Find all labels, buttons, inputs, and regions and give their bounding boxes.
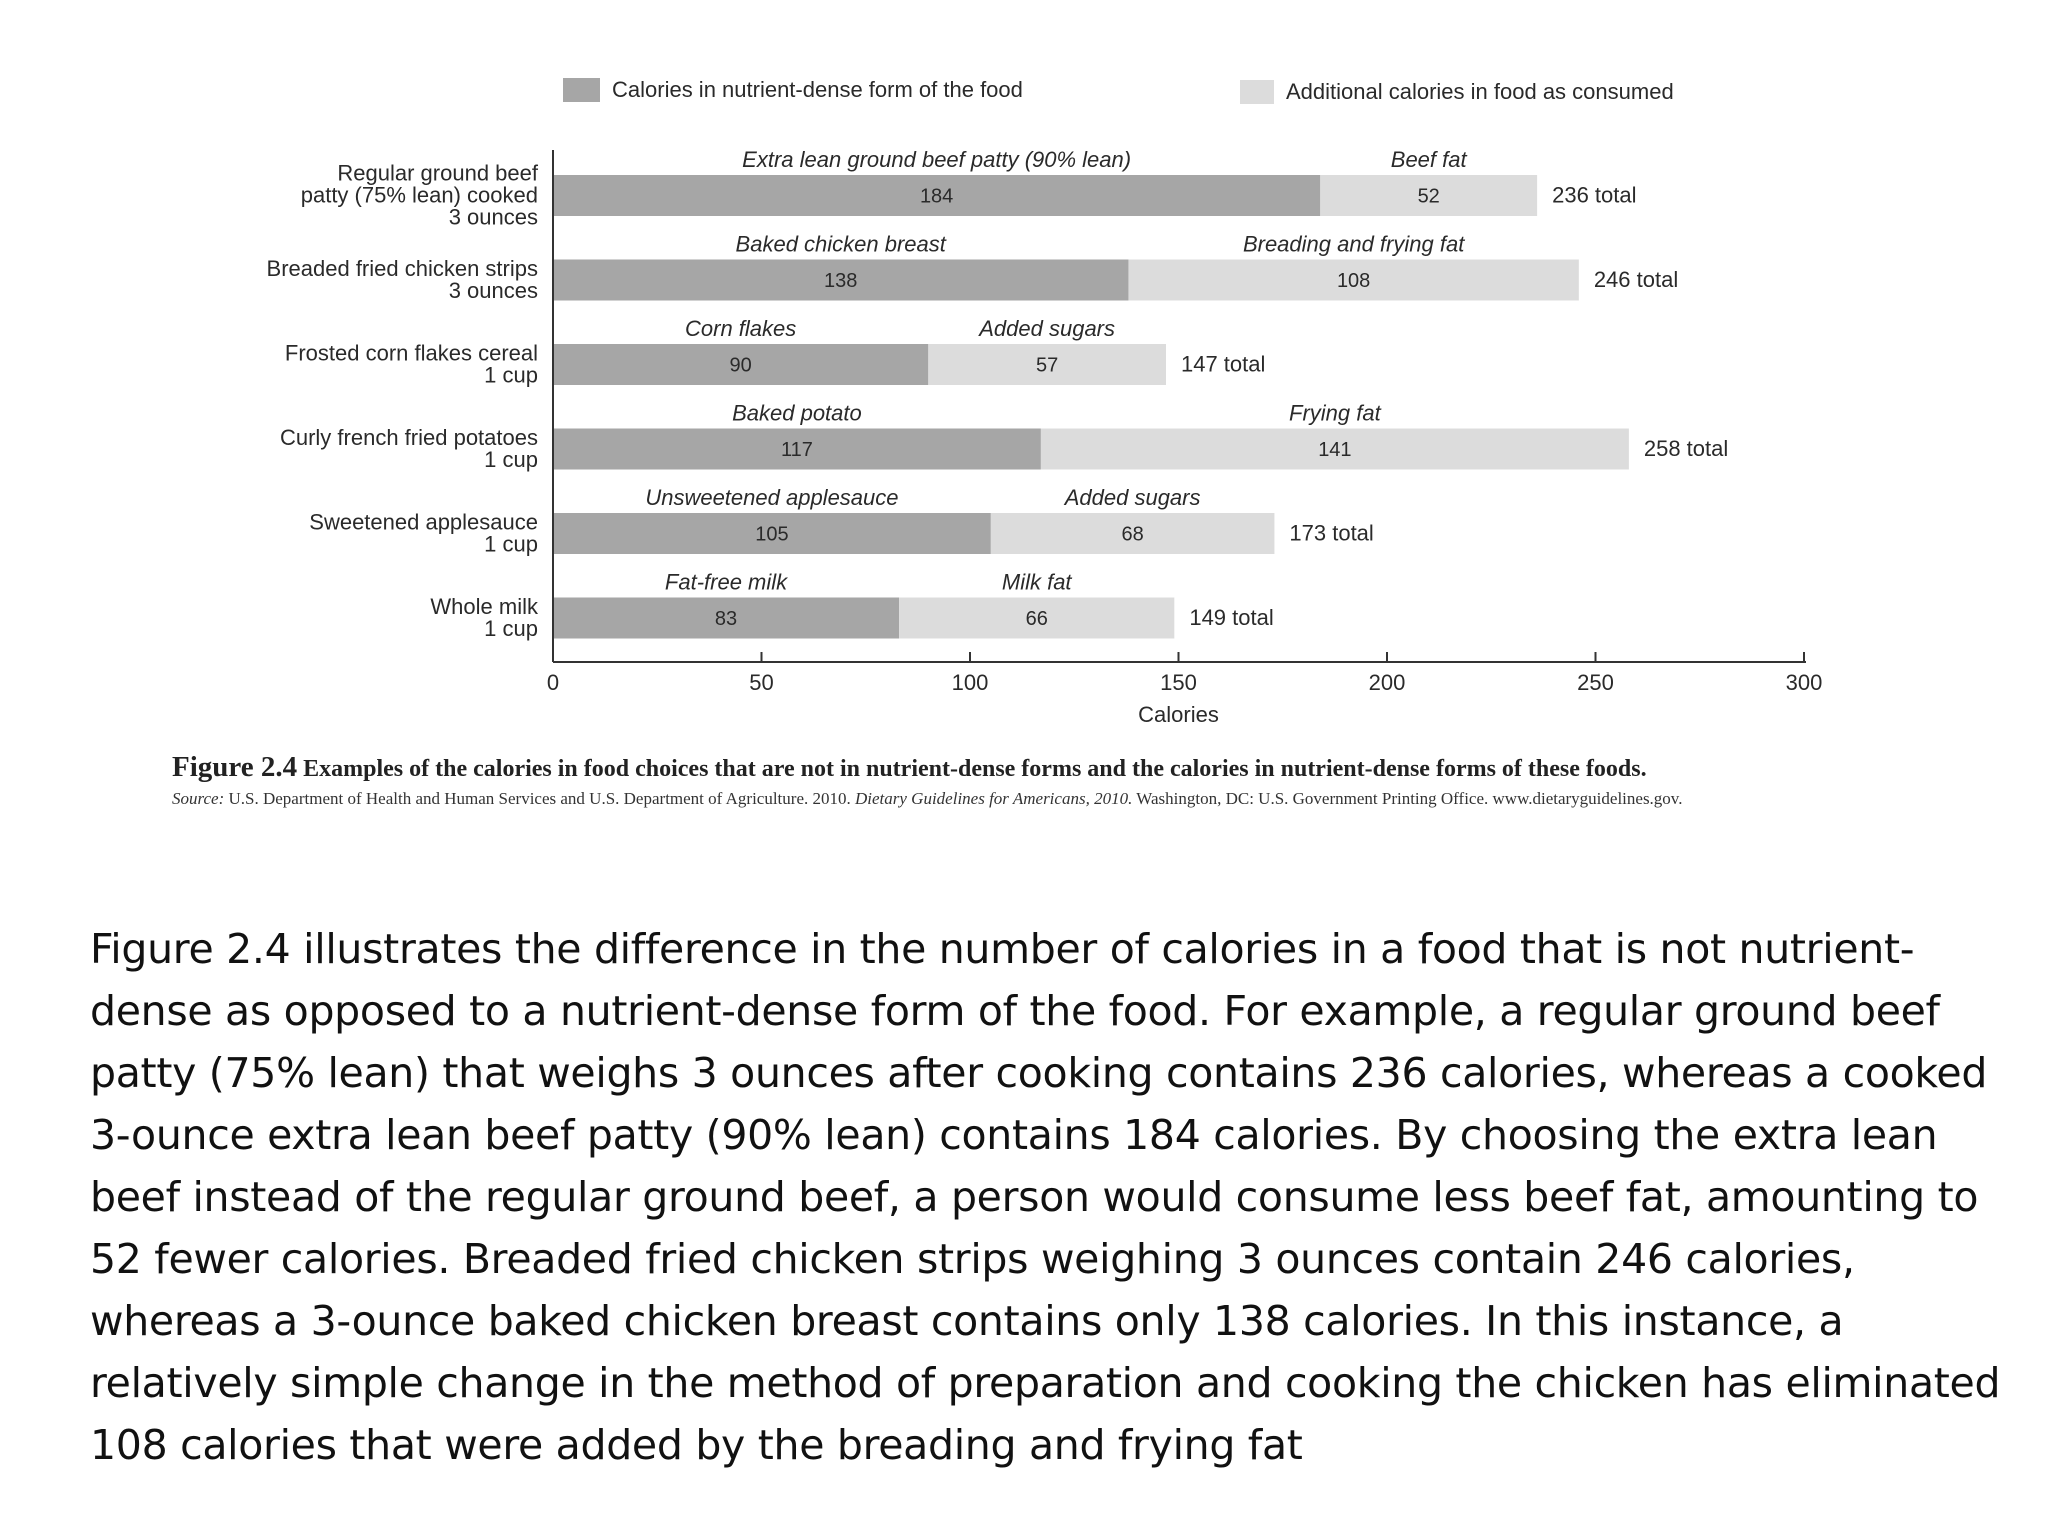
segment-name-label: Added sugars <box>1063 485 1201 510</box>
caption-source: Source: U.S. Department of Health and Hu… <box>172 788 1812 809</box>
legend-swatch-additional <box>1240 80 1274 104</box>
bar-value-label: 138 <box>824 270 857 292</box>
category-label: 3 ounces <box>449 205 538 230</box>
category-label: Regular ground beef <box>337 161 538 186</box>
bar-nutrient-dense <box>553 597 900 639</box>
x-tick-label: 50 <box>749 670 773 695</box>
segment-name-label: Unsweetened applesauce <box>645 485 898 510</box>
total-label: 147 total <box>1181 352 1265 377</box>
bar-value-label: 117 <box>781 439 813 461</box>
segment-name-label: Milk fat <box>1002 570 1073 595</box>
source-text-1: U.S. Department of Health and Human Serv… <box>228 789 851 808</box>
bar-additional <box>1040 428 1629 470</box>
category-label: Whole milk <box>430 594 539 619</box>
category-label: Breaded fried chicken strips <box>267 256 538 281</box>
bar-nutrient-dense <box>553 344 929 385</box>
body-paragraph: Figure 2.4 illustrates the difference in… <box>90 925 2001 1469</box>
total-label: 246 total <box>1594 267 1678 292</box>
bar-value-label: 105 <box>755 524 788 546</box>
segment-name-label: Corn flakes <box>685 316 796 341</box>
bar-value-label: 83 <box>715 608 737 630</box>
bar-value-label: 184 <box>920 186 953 208</box>
total-label: 236 total <box>1552 183 1636 208</box>
bar-additional <box>899 597 1175 639</box>
total-label: 173 total <box>1289 521 1373 546</box>
category-label: Sweetened applesauce <box>309 510 538 535</box>
bar-nutrient-dense <box>553 428 1041 470</box>
bar-additional <box>1320 175 1538 216</box>
category-label: patty (75% lean) cooked <box>301 183 538 208</box>
bar-nutrient-dense <box>553 259 1129 301</box>
segment-name-label: Baked chicken breast <box>736 232 947 257</box>
bar-additional <box>1128 259 1579 301</box>
figure-number: Figure 2.4 <box>172 751 298 783</box>
bar-value-label: 141 <box>1318 439 1351 461</box>
x-tick-label: 150 <box>1160 670 1197 695</box>
stacked-bar-chart: Calories in nutrient-dense form of the f… <box>267 77 1823 727</box>
x-tick-label: 250 <box>1577 670 1614 695</box>
x-tick-label: 300 <box>1786 670 1823 695</box>
segment-name-label: Beef fat <box>1391 147 1468 172</box>
source-text-2: Washington, DC: U.S. Government Printing… <box>1136 789 1683 808</box>
category-label: Frosted corn flakes cereal <box>285 341 538 366</box>
segment-name-label: Breading and frying fat <box>1243 232 1465 257</box>
bar-value-label: 66 <box>1026 608 1048 630</box>
x-tick-label: 0 <box>547 670 559 695</box>
category-label: 1 cup <box>484 616 538 641</box>
bar-value-label: 68 <box>1122 524 1144 546</box>
category-label: 3 ounces <box>449 278 538 303</box>
bar-value-label: 57 <box>1036 355 1058 377</box>
category-label: Curly french fried potatoes <box>280 425 538 450</box>
bar-additional <box>928 344 1166 385</box>
caption-title: Examples of the calories in food choices… <box>303 756 1647 782</box>
segment-name-label: Fat-free milk <box>665 570 788 595</box>
category-label: 1 cup <box>484 447 538 472</box>
bar-additional <box>990 513 1275 554</box>
figure-caption: Figure 2.4 Examples of the calories in f… <box>172 752 1812 809</box>
segment-name-label: Added sugars <box>977 316 1115 341</box>
category-label: 1 cup <box>484 363 538 388</box>
total-label: 258 total <box>1644 436 1728 461</box>
legend-swatch-nutrient-dense <box>563 78 600 102</box>
bar-value-label: 108 <box>1337 270 1370 292</box>
bar-nutrient-dense <box>553 175 1321 216</box>
total-label: 149 total <box>1189 605 1273 630</box>
caption-title-block: Figure 2.4 Examples of the calories in f… <box>172 752 1812 784</box>
category-label: 1 cup <box>484 532 538 557</box>
bar-nutrient-dense <box>553 513 991 554</box>
segment-name-label: Extra lean ground beef patty (90% lean) <box>742 147 1131 172</box>
x-axis-title: Calories <box>1138 702 1219 727</box>
bar-value-label: 52 <box>1418 186 1440 208</box>
x-tick-label: 100 <box>952 670 989 695</box>
bar-value-label: 90 <box>730 355 752 377</box>
x-tick-label: 200 <box>1369 670 1406 695</box>
source-word: Source: <box>172 789 225 808</box>
legend-label-additional: Additional calories in food as consumed <box>1286 79 1674 104</box>
legend-label-nutrient-dense: Calories in nutrient-dense form of the f… <box>612 77 1023 102</box>
segment-name-label: Frying fat <box>1289 401 1382 426</box>
segment-name-label: Baked potato <box>732 401 862 426</box>
source-italic: Dietary Guidelines for Americans, 2010. <box>855 789 1133 808</box>
